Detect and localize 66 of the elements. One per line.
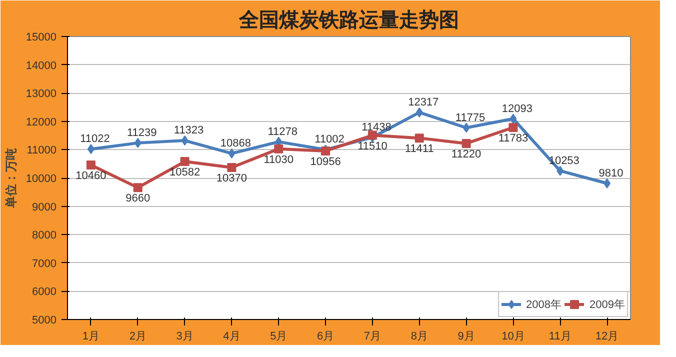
data-label: 10956 [310, 156, 341, 168]
point [416, 107, 423, 118]
point [180, 157, 190, 166]
x-tick-label: 11月 [548, 330, 572, 342]
y-tick-label: 6000 [32, 286, 57, 298]
y-tick-label: 14000 [26, 60, 57, 72]
x-tick-label: 6月 [316, 330, 334, 342]
y-tick-label: 5000 [32, 314, 57, 326]
point [604, 178, 611, 188]
point [133, 183, 142, 192]
point [414, 134, 424, 143]
chart-title: 全国煤炭铁路运量走势图 [238, 8, 459, 32]
data-label: 11278 [268, 126, 298, 138]
point [228, 148, 236, 158]
data-label: 11775 [455, 112, 486, 124]
data-label: 11030 [264, 154, 294, 166]
point [134, 138, 142, 148]
data-label: 12093 [502, 102, 533, 115]
x-tick-label: 9月 [458, 330, 475, 342]
point [556, 166, 564, 176]
data-label: 11438 [362, 121, 392, 134]
point [181, 136, 188, 146]
x-tick-label: 4月 [223, 330, 240, 342]
x-tick-label: 12月 [595, 330, 619, 342]
y-axis-title: 单位：万吨 [4, 148, 18, 209]
x-tick-label: 5月 [270, 330, 288, 342]
data-label: 11239 [126, 126, 157, 139]
x-tick-label: 8月 [410, 330, 428, 342]
data-label: 9810 [598, 167, 624, 180]
data-label: 11002 [314, 134, 344, 146]
point [227, 163, 236, 172]
data-label: 11323 [174, 124, 204, 137]
data-label: 11783 [498, 132, 528, 145]
data-label: 12317 [408, 96, 439, 108]
data-label: 10868 [220, 137, 252, 150]
point [510, 114, 517, 124]
legend-label: 2008年 [526, 298, 562, 312]
data-label: 11022 [80, 133, 110, 146]
point [87, 144, 94, 154]
x-tick-label: 2月 [129, 330, 146, 342]
point [368, 130, 377, 140]
point [462, 138, 471, 148]
data-label: 11411 [404, 143, 434, 156]
x-tick-label: 7月 [364, 330, 382, 342]
y-tick-label: 10000 [26, 173, 57, 185]
data-label: 10582 [169, 166, 200, 179]
y-tick-label: 7000 [32, 258, 57, 270]
x-tick-label: 1月 [82, 330, 100, 342]
y-tick-label: 13000 [26, 88, 57, 100]
y-tick-label: 9000 [32, 201, 57, 214]
data-label: 11220 [451, 148, 482, 160]
data-label: 9660 [126, 192, 150, 205]
x-tick-label: 10月 [502, 330, 525, 342]
point [86, 160, 96, 170]
data-label: 10370 [216, 172, 248, 185]
y-tick-label: 8000 [32, 230, 57, 242]
point [462, 122, 470, 133]
legend-label: 2009年 [590, 298, 625, 312]
x-tick-label: 3月 [176, 330, 194, 342]
data-label: 11510 [358, 140, 388, 152]
data-label: 10460 [76, 170, 106, 182]
y-tick-label: 12000 [26, 116, 57, 128]
point [274, 144, 284, 154]
y-tick-label: 15000 [26, 32, 57, 44]
y-tick-label: 11000 [26, 144, 57, 157]
point [508, 123, 518, 132]
